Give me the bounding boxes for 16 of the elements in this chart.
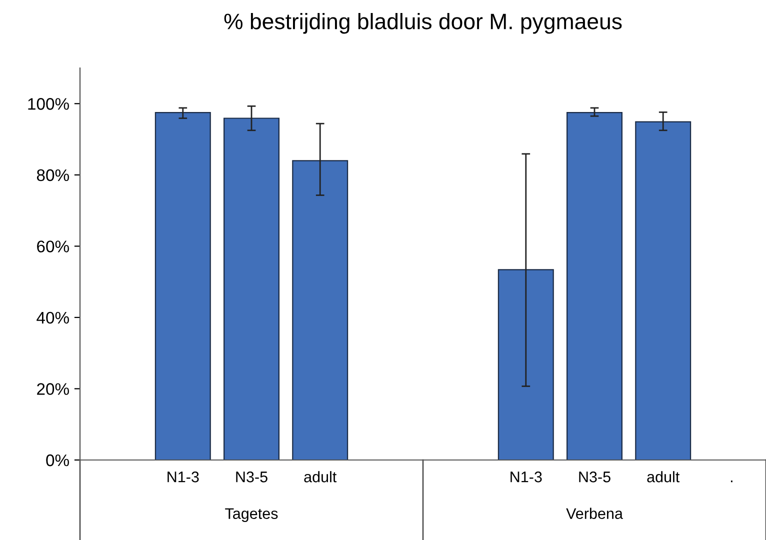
x-tick-label: . bbox=[730, 480, 732, 482]
y-tick-label: 0% bbox=[46, 454, 69, 466]
x-tick-label: adult bbox=[304, 471, 337, 482]
y-tick-label: 100% bbox=[28, 98, 69, 110]
x-tick-label: N1-3 bbox=[168, 472, 199, 482]
x-tick-label: N3-5 bbox=[236, 472, 268, 482]
x-tick-label: N3-5 bbox=[579, 472, 610, 482]
text: Verbena bbox=[566, 508, 623, 519]
text: Tagetes bbox=[225, 508, 278, 522]
x-tick-label: adult bbox=[647, 471, 680, 482]
y-tick-label: 40% bbox=[36, 312, 69, 324]
y-tick-label: 60% bbox=[37, 240, 69, 252]
y-tick-label: 20% bbox=[37, 383, 69, 395]
y-tick-label: 80% bbox=[36, 169, 69, 182]
x-tick-label: N1-3 bbox=[510, 472, 542, 482]
chart-title: % bestrijding bladluis door M. pygmaeus bbox=[224, 13, 622, 34]
